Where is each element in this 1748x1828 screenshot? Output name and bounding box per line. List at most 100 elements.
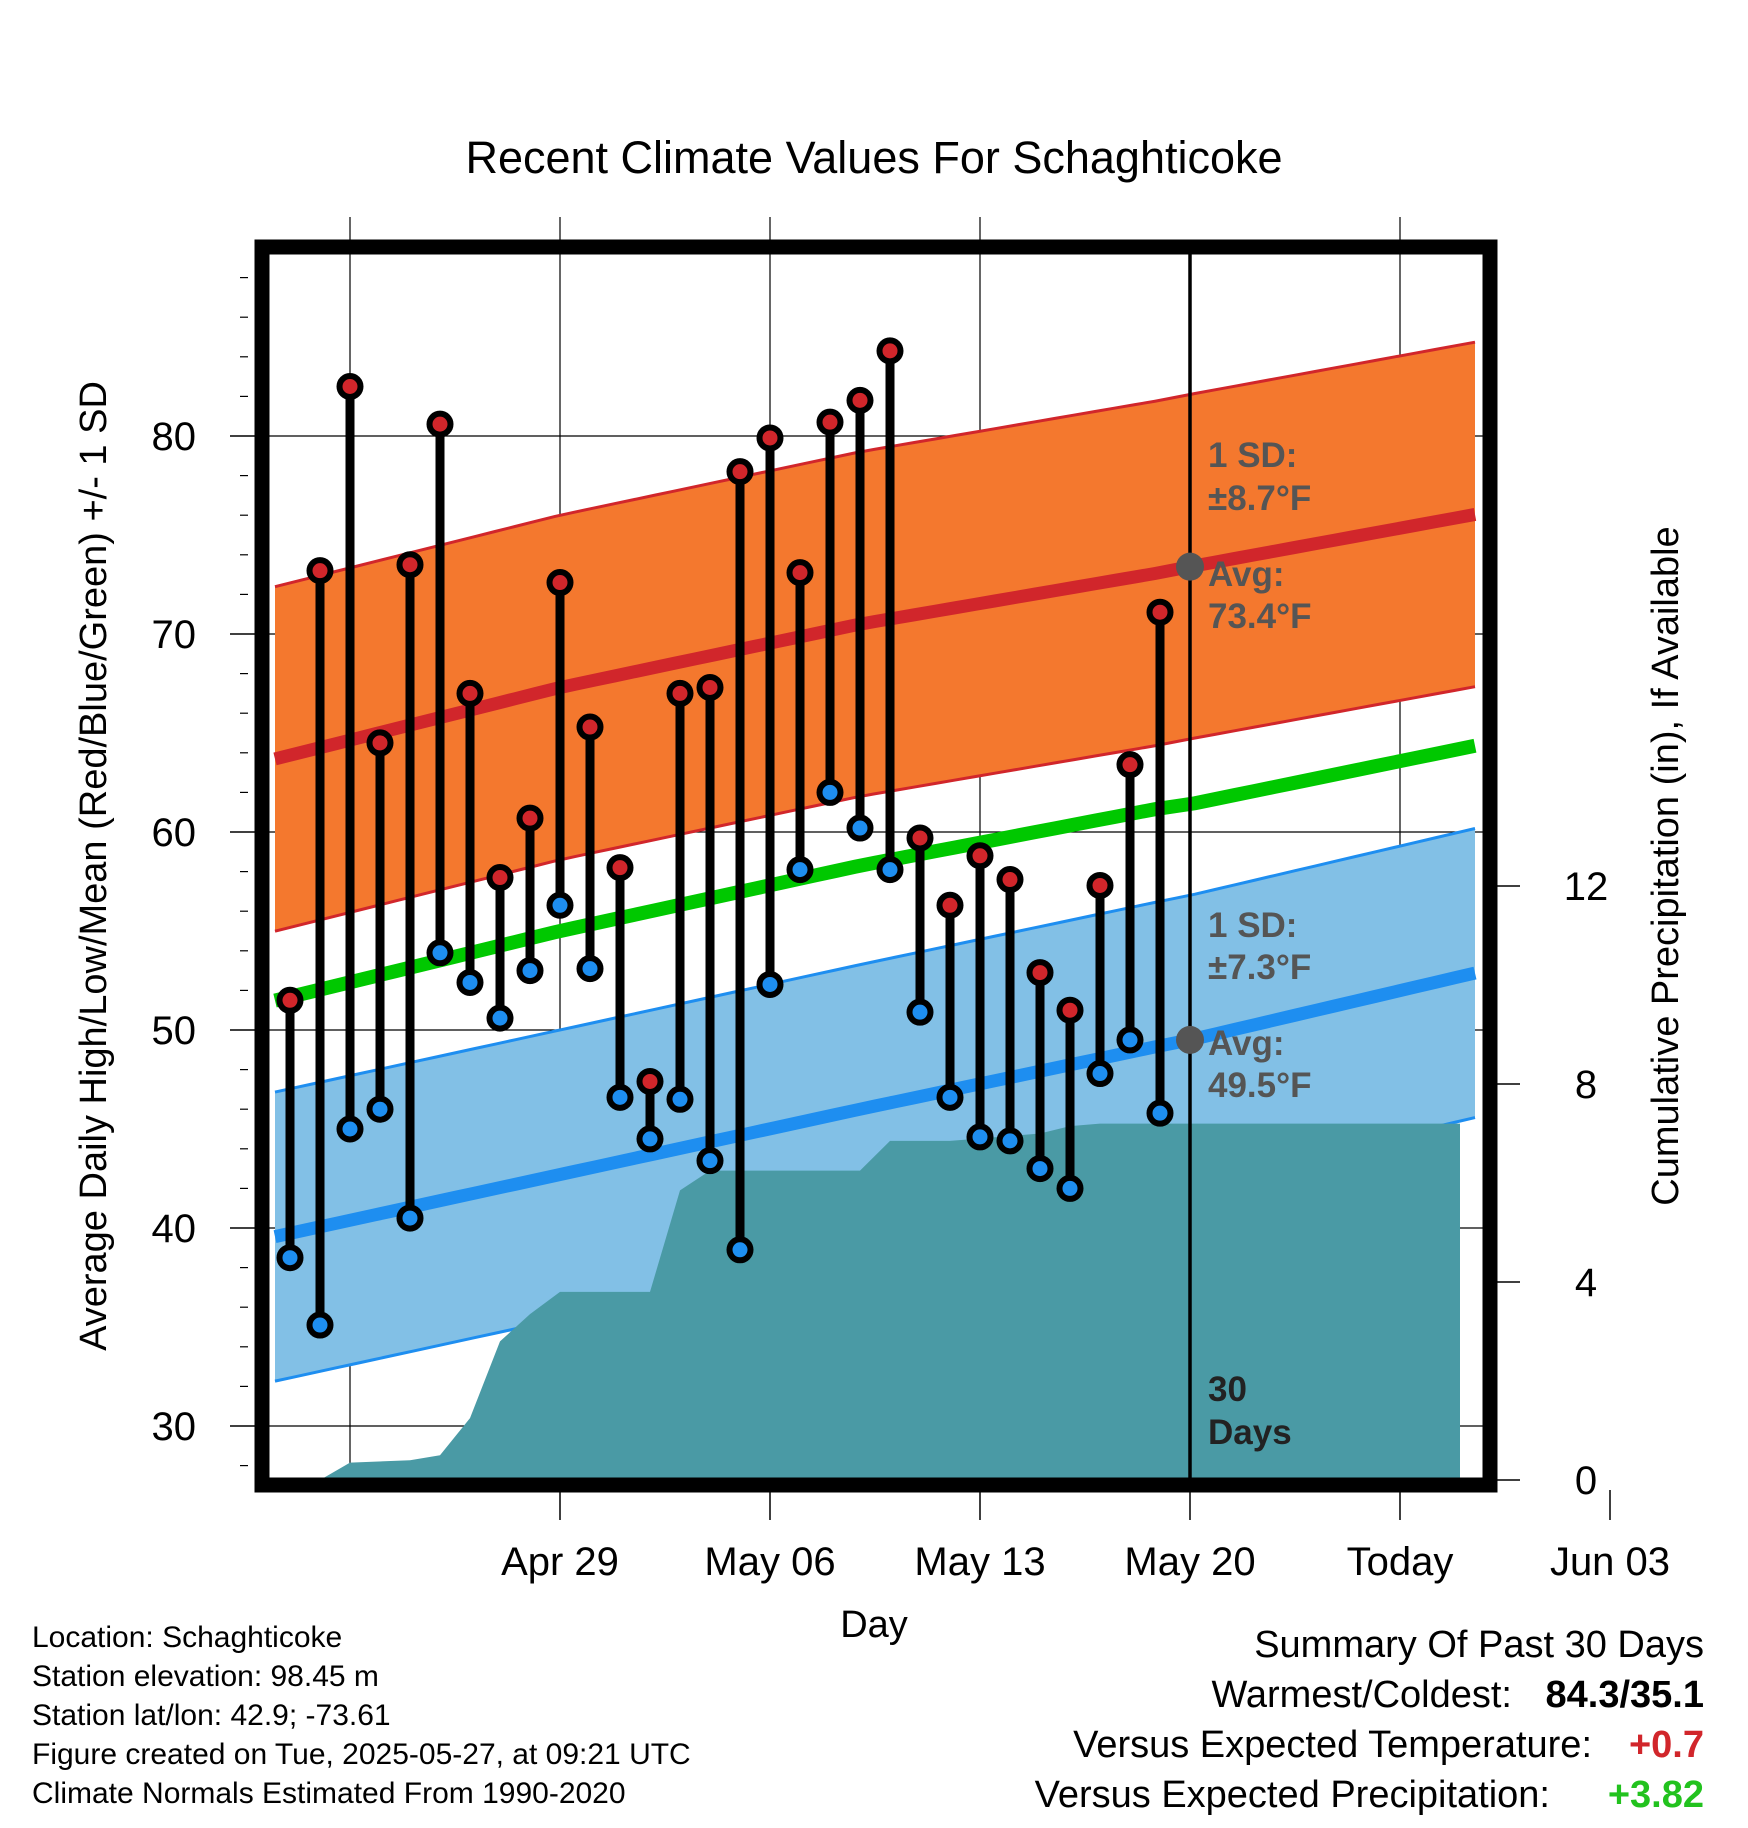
y-axis-label-left: Average Daily High/Low/Mean (Red/Blue/Gr… [73, 381, 115, 1351]
summary-row-warmest-coldest: Warmest/Coldest: 84.3/35.1 [804, 1670, 1704, 1720]
observed-low-point [966, 1123, 994, 1151]
observed-low-point [396, 1204, 424, 1232]
observed-high-point [1116, 751, 1144, 779]
plot-frame [254, 239, 1498, 1493]
observed-low-point [636, 1125, 664, 1153]
observed-high-point [636, 1067, 664, 1095]
observed-high-point [1146, 598, 1174, 626]
observed-high-point [816, 408, 844, 436]
cumulative-precip-area [320, 1123, 1460, 1478]
observed-low-point [816, 778, 844, 806]
observed-high-point [846, 386, 874, 414]
observed-high-point [1026, 959, 1054, 987]
x-tick-label: May 06 [704, 1540, 835, 1584]
observed-high-point [666, 679, 694, 707]
observed-high-point [696, 673, 724, 701]
observed-low-point [726, 1236, 754, 1264]
summary-row-precipitation: Versus Expected Precipitation: +3.82 [804, 1770, 1704, 1820]
observations [276, 337, 1174, 1339]
observed-high-point [996, 866, 1024, 894]
avg-high-line [273, 508, 1477, 766]
observed-low-point [426, 939, 454, 967]
observed-low-point [306, 1311, 334, 1339]
today-avg-high-marker [1176, 552, 1204, 581]
observed-low-point [876, 856, 904, 884]
climate-normals-note: Climate Normals Estimated From 1990-2020 [32, 1777, 626, 1810]
high-avg-value: 73.4°F [1208, 597, 1312, 636]
observed-low-point [996, 1127, 1024, 1155]
x-tick-label: Apr 29 [501, 1540, 619, 1584]
high-sd-band [275, 342, 1475, 932]
observed-low-point [1116, 1026, 1144, 1054]
station-info: Location: Schaghticoke Station elevation… [32, 1618, 691, 1813]
observed-low-point [756, 970, 784, 998]
low-avg-label: Avg: [1208, 1024, 1284, 1063]
low-band-upper-edge [274, 827, 1476, 1094]
high-sd-label: 1 SD: [1208, 436, 1297, 475]
low-sd-value: ±7.3°F [1208, 948, 1311, 987]
summary-panel: Summary Of Past 30 Days Warmest/Coldest:… [804, 1620, 1704, 1820]
low-avg-value: 49.5°F [1208, 1066, 1312, 1105]
observed-high-point [576, 713, 604, 741]
y-right-tick-label: 0 [1575, 1459, 1597, 1503]
observed-high-point [546, 569, 574, 597]
observed-low-point [906, 998, 934, 1026]
high-sd-value: ±8.7°F [1208, 479, 1311, 518]
observed-high-point [756, 424, 784, 452]
observed-low-point [696, 1147, 724, 1175]
observed-low-point [666, 1085, 694, 1113]
observed-low-point [1146, 1099, 1174, 1127]
y-tick-label: 60 [152, 811, 197, 855]
chart-title: Recent Climate Values For Schaghticoke [465, 132, 1282, 183]
warmest-coldest-label: Warmest/Coldest: [1211, 1674, 1512, 1716]
observed-high-point [366, 729, 394, 757]
observed-high-point [456, 679, 484, 707]
y-tick-label: 70 [152, 613, 197, 657]
observed-low-point [486, 1004, 514, 1032]
y-right-tick-label: 8 [1575, 1063, 1597, 1107]
observed-low-point [786, 856, 814, 884]
observed-high-point [336, 373, 364, 400]
observed-high-point [276, 986, 304, 1014]
x-tick-label: Today [1347, 1540, 1454, 1584]
observed-high-point [906, 824, 934, 852]
precipitation-value: +3.82 [1607, 1774, 1704, 1816]
observed-high-point [1056, 996, 1084, 1024]
today-avg-low-marker [1176, 1025, 1204, 1054]
observed-low-point [516, 957, 544, 985]
station-latlon: Station lat/lon: 42.9; -73.61 [32, 1699, 391, 1732]
observed-low-point [1026, 1155, 1054, 1183]
precipitation-label: Versus Expected Precipitation: [1034, 1774, 1550, 1816]
avg-low-line [273, 966, 1477, 1243]
y-tick-label: 30 [152, 1405, 197, 1449]
y-tick-label: 80 [152, 415, 197, 459]
summary-row-temperature: Versus Expected Temperature: +0.7 [804, 1720, 1704, 1770]
observed-low-point [576, 955, 604, 983]
observed-low-point [366, 1095, 394, 1123]
warmest-coldest-value: 84.3/35.1 [1545, 1674, 1704, 1716]
observed-high-point [786, 559, 814, 587]
observed-low-point [456, 968, 484, 996]
observed-high-point [1086, 871, 1114, 899]
y-tick-label: 50 [152, 1009, 197, 1053]
observed-low-point [336, 1115, 364, 1143]
observed-high-point [426, 410, 454, 438]
observed-high-point [306, 557, 334, 585]
avg-mean-line [273, 738, 1477, 1008]
observed-low-point [936, 1083, 964, 1111]
observed-high-point [966, 842, 994, 870]
observed-high-point [486, 864, 514, 892]
y-right-tick-label: 4 [1575, 1261, 1597, 1305]
observed-low-point [606, 1083, 634, 1111]
observed-high-point [606, 854, 634, 882]
x-tick-label: Jun 03 [1550, 1540, 1670, 1584]
x-tick-label: May 20 [1124, 1540, 1255, 1584]
days-unit-label: Days [1208, 1413, 1292, 1452]
observed-high-point [516, 804, 544, 832]
observed-high-point [396, 551, 424, 579]
observed-high-point [876, 337, 904, 365]
temperature-value: +0.7 [1628, 1724, 1704, 1766]
observed-low-point [546, 891, 574, 919]
